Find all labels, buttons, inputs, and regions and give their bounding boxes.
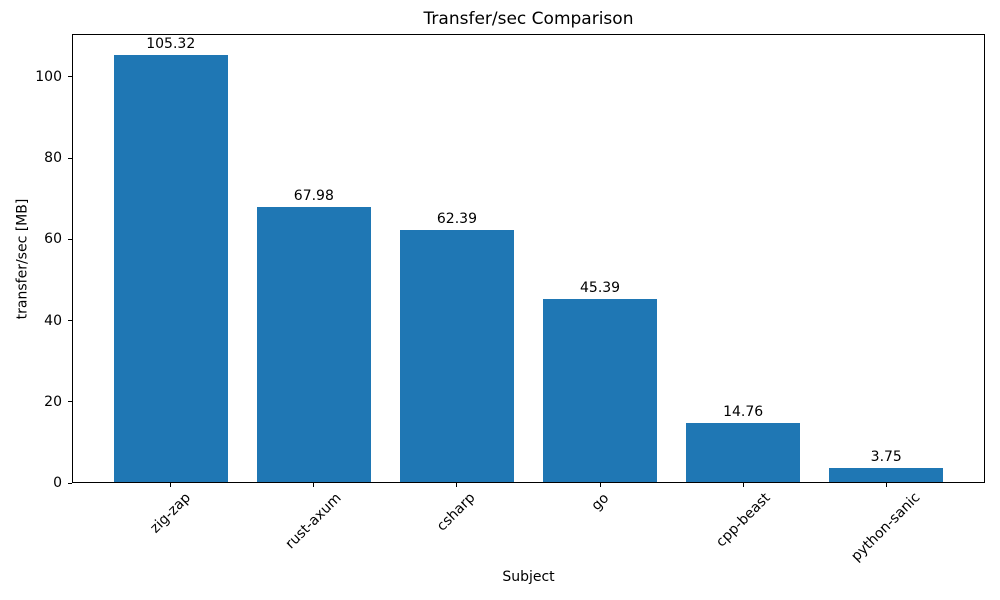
y-tick-mark <box>68 76 72 78</box>
bar-python-sanic <box>829 467 944 483</box>
x-tick-mark <box>742 483 744 487</box>
x-tick-mark <box>313 483 315 487</box>
bar-value-label: 67.98 <box>293 187 334 204</box>
y-tick-label: 0 <box>53 475 62 491</box>
bar-value-label: 105.32 <box>146 36 196 53</box>
bar-value-label: 45.39 <box>580 279 621 296</box>
x-tick-mark <box>599 483 601 487</box>
y-tick-label: 20 <box>44 393 62 410</box>
x-tick-mark <box>456 483 458 487</box>
bar-csharp <box>399 229 515 483</box>
x-tick-label: zig-zap <box>147 489 194 537</box>
y-tick-label: 60 <box>44 231 62 248</box>
y-tick-label: 100 <box>35 68 62 85</box>
bar-value-label: 14.76 <box>723 404 764 421</box>
x-tick-mark <box>170 483 172 487</box>
x-tick-label: python-sanic <box>848 489 924 566</box>
y-tick-mark <box>68 157 72 159</box>
plot-area <box>72 34 985 483</box>
chart-title: Transfer/sec Comparison <box>423 9 634 29</box>
bar-value-label: 62.39 <box>436 210 477 227</box>
x-tick-label: rust-axum <box>282 490 345 553</box>
bar-cpp-beast <box>685 423 801 483</box>
y-axis-label: transfer/sec [MB] <box>14 198 31 320</box>
bar-value-label: 3.75 <box>870 448 902 465</box>
y-tick-mark <box>68 482 72 484</box>
y-tick-label: 40 <box>44 312 62 329</box>
x-tick-mark <box>885 483 887 487</box>
y-tick-mark <box>68 401 72 403</box>
x-tick-label: csharp <box>434 489 479 535</box>
bar-rust-axum <box>256 206 372 483</box>
bar-zig-zap <box>113 55 228 483</box>
x-tick-label: cpp-beast <box>712 489 774 551</box>
y-tick-mark <box>68 320 72 322</box>
x-axis-label: Subject <box>502 569 555 585</box>
x-tick-label: go <box>588 489 612 514</box>
y-tick-label: 80 <box>44 150 62 167</box>
y-tick-mark <box>68 238 72 240</box>
bar-go <box>542 298 658 483</box>
